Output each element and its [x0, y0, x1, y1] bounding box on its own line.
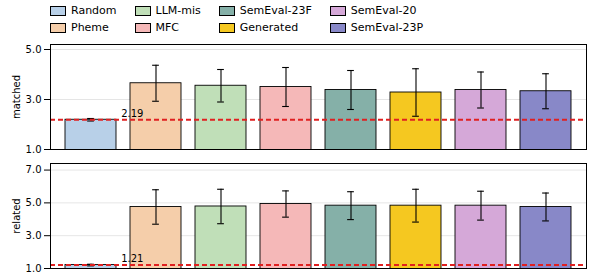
- svg-text:5.0: 5.0: [26, 197, 42, 208]
- svg-text:matched: matched: [11, 75, 22, 119]
- html-text:Pheme: Pheme: [71, 21, 109, 34]
- html-text:Random: Random: [71, 4, 117, 17]
- html-text:LLM-mis: LLM-mis: [155, 4, 201, 17]
- svg-text:3.0: 3.0: [26, 94, 42, 105]
- svg-text:1.0: 1.0: [26, 144, 42, 155]
- html-text:MFC: MFC: [155, 21, 179, 34]
- svg-text:5.0: 5.0: [26, 44, 42, 55]
- svg-text:1.21: 1.21: [121, 253, 143, 264]
- svg-text:3.0: 3.0: [26, 230, 42, 241]
- html-text:SemEval-23F: SemEval-23F: [239, 4, 312, 17]
- html-text:SemEval-20: SemEval-20: [350, 4, 417, 17]
- svg-text:1.0: 1.0: [26, 263, 42, 274]
- svg-text:related: related: [11, 198, 22, 233]
- html-text:Generated: Generated: [239, 21, 299, 34]
- svg-text:2.19: 2.19: [121, 108, 143, 119]
- svg-text:7.0: 7.0: [26, 164, 42, 175]
- html-text:SemEval-23P: SemEval-23P: [350, 21, 424, 34]
